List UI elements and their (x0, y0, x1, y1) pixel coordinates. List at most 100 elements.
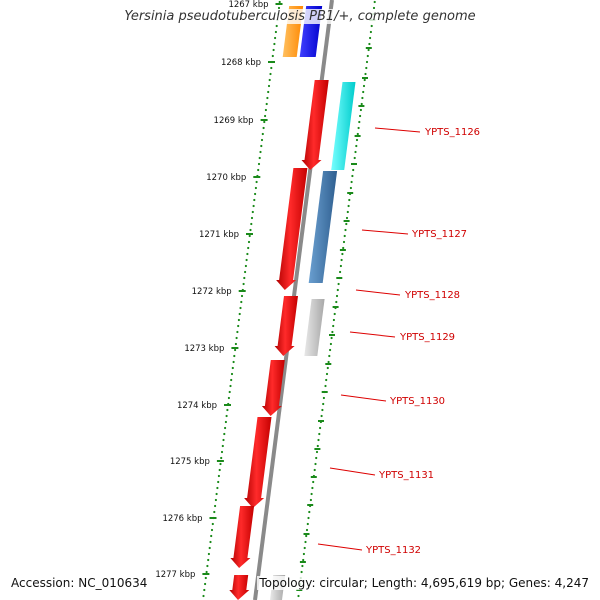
track-dot (361, 96, 364, 100)
label-leader (329, 467, 376, 476)
track-dot (335, 294, 339, 298)
track-dot (307, 516, 310, 520)
track-dot (373, 0, 376, 4)
gene-label: YPTS_1127 (411, 229, 467, 240)
track-dot (348, 198, 351, 202)
track-dot (321, 408, 324, 412)
track-dot (367, 48, 370, 52)
gene-arrow (230, 506, 255, 568)
track-dot (322, 396, 325, 400)
track-dot (359, 114, 362, 118)
gene-labels: YPTS_1126 YPTS_1127 YPTS_1128 YPTS_1129 YPTS… (317, 127, 480, 556)
gene-arrow (274, 296, 298, 356)
track-dot (340, 258, 343, 262)
track-dot (273, 42, 276, 46)
track-dot (264, 114, 267, 118)
track-dot (207, 552, 210, 556)
track-dot (312, 480, 315, 484)
track-dot (297, 594, 300, 598)
track-dot (274, 36, 277, 40)
gene-arrow (301, 80, 329, 170)
gene-label: YPTS_1130 (389, 396, 445, 407)
track-dot (264, 108, 267, 112)
track-dot (220, 456, 223, 460)
track-dot (266, 96, 269, 100)
track-dot (315, 450, 319, 454)
track-dot (363, 78, 366, 82)
track-dot (202, 594, 205, 598)
cyan-feature (331, 82, 356, 170)
track-dot (232, 360, 235, 364)
track-dot (324, 384, 327, 388)
kbp-label: 1275 kbp (170, 457, 210, 467)
track-dot (278, 0, 281, 4)
track-dot (240, 300, 243, 304)
track-dot (336, 288, 339, 292)
track-dot (305, 528, 309, 532)
accession-text: Accession: NC_010634 (9, 576, 150, 590)
track-dot (331, 330, 334, 334)
label-leader (361, 229, 409, 235)
track-dot (214, 504, 217, 508)
track-dot (239, 306, 242, 310)
gray-feature (304, 299, 325, 356)
track-dot (337, 282, 340, 286)
track-dot (355, 138, 359, 142)
track-dot (366, 54, 369, 58)
track-dot (260, 138, 264, 142)
track-dot (369, 30, 372, 34)
track-dot (248, 234, 251, 238)
kbp-label: 1270 kbp (206, 173, 246, 183)
track-dot (333, 312, 336, 316)
track-dot (228, 390, 231, 394)
track-dot (229, 384, 232, 388)
track-dot (362, 90, 365, 94)
track-dot (217, 480, 220, 484)
track-dot (203, 588, 206, 592)
track-dot (213, 510, 216, 514)
track-dot (318, 432, 321, 436)
track-dot (355, 144, 358, 148)
track-dot (250, 216, 254, 220)
track-dot (210, 534, 213, 538)
track-dot (260, 144, 263, 148)
track-dot (254, 192, 257, 196)
track-dot (306, 522, 309, 526)
track-dot (303, 546, 306, 550)
track-dot (359, 108, 362, 112)
track-dot (246, 252, 249, 256)
track-dot (345, 222, 348, 226)
track-dot (365, 60, 369, 64)
track-dot (315, 456, 318, 460)
track-dot (215, 492, 218, 496)
gene-label: YPTS_1126 (424, 127, 480, 138)
track-dot (211, 522, 214, 526)
track-dot (325, 372, 329, 376)
track-dot (329, 342, 332, 346)
track-dot (332, 324, 335, 328)
track-dot (233, 354, 236, 358)
track-dot (251, 210, 254, 214)
track-dot (249, 228, 252, 232)
track-dot (247, 240, 251, 244)
track-dot (259, 150, 262, 154)
track-dot (254, 186, 257, 190)
track-dot (220, 450, 224, 454)
track-dot (261, 132, 264, 136)
kbp-ticks: 1267 kbp 1268 kbp 1269 kbp 1270 kbp 1271 kbp… (155, 0, 376, 591)
track-dot (235, 336, 238, 340)
track-dot (372, 6, 376, 10)
track-dot (218, 468, 221, 472)
track-dot (262, 126, 265, 130)
track-dot (345, 216, 349, 220)
track-dot (342, 240, 346, 244)
track-dot (265, 102, 268, 106)
gene-arrow (261, 360, 285, 416)
steelblue-feature (308, 171, 338, 283)
track-dot (252, 204, 255, 208)
track-dot (352, 168, 355, 172)
track-dot (342, 246, 345, 250)
track-dot (258, 156, 261, 160)
track-dot (208, 546, 211, 550)
